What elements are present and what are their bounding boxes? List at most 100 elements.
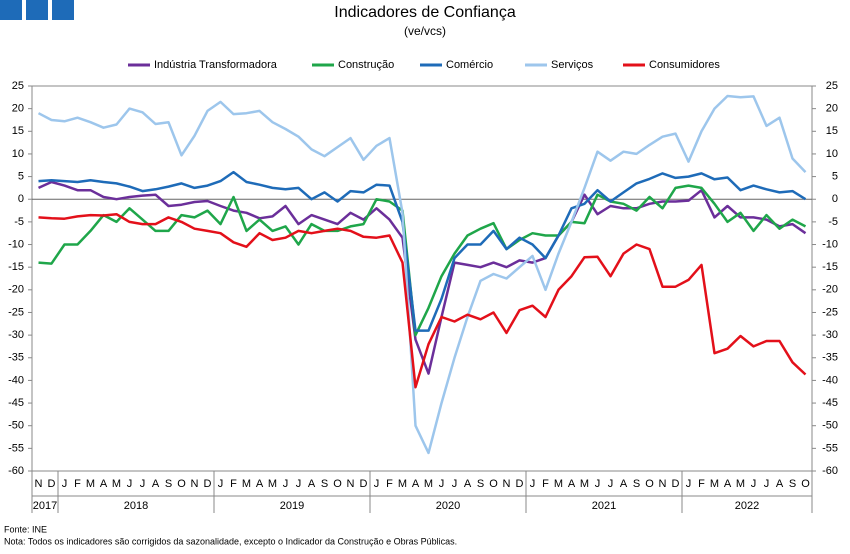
- y2-tick-label: -50: [822, 420, 838, 432]
- source: Fonte: INE: [4, 524, 47, 534]
- y2-tick-label: -45: [822, 397, 838, 409]
- plot-frame: [31, 85, 813, 472]
- legend-label: Comércio: [446, 59, 493, 71]
- logo-square: [0, 0, 22, 20]
- y-tick-label: 25: [12, 80, 24, 92]
- y2-tick-label: -55: [822, 442, 838, 454]
- x-tick-label: J: [686, 478, 692, 490]
- y-tick-label: -45: [8, 397, 24, 409]
- x-tick-label: J: [452, 478, 458, 490]
- y-tick-label: -25: [8, 306, 24, 318]
- y2-tick-label: 20: [826, 103, 838, 115]
- year-label: 2020: [436, 500, 460, 512]
- legend-label: Construção: [338, 59, 394, 71]
- x-tick-label: M: [554, 478, 563, 490]
- y2-tick-label: 0: [832, 193, 838, 205]
- logo-square: [26, 0, 48, 20]
- x-tick-label: F: [386, 478, 393, 490]
- x-tick-label: S: [165, 478, 172, 490]
- year-label: 2017: [33, 500, 57, 512]
- x-tick-label: M: [242, 478, 251, 490]
- x-tick-label: F: [542, 478, 549, 490]
- y-tick-label: -50: [8, 420, 24, 432]
- x-tick-label: N: [659, 478, 667, 490]
- x-tick-label: J: [140, 478, 146, 490]
- x-tick-label: J: [296, 478, 302, 490]
- y2-tick-label: 15: [826, 125, 838, 137]
- x-tick-label: F: [698, 478, 705, 490]
- x-tick-label: S: [633, 478, 640, 490]
- x-tick-label: M: [424, 478, 433, 490]
- x-tick-label: J: [608, 478, 614, 490]
- x-tick-label: O: [177, 478, 186, 490]
- x-tick-label: A: [776, 478, 784, 490]
- y2-tick-label: -60: [822, 465, 838, 477]
- y-tick-label: -55: [8, 442, 24, 454]
- series-line: [38, 184, 807, 337]
- x-tick-label: O: [645, 478, 654, 490]
- year-label: 2019: [280, 500, 304, 512]
- x-tick-label: S: [789, 478, 796, 490]
- year-label: 2018: [124, 500, 148, 512]
- x-tick-label: M: [736, 478, 745, 490]
- x-tick-label: D: [48, 478, 56, 490]
- logo-square: [52, 0, 74, 20]
- x-tick-label: O: [801, 478, 810, 490]
- y-tick-label: -60: [8, 465, 24, 477]
- y2-tick-label: -15: [822, 261, 838, 273]
- legend-label: Consumidores: [649, 59, 720, 71]
- x-tick-label: A: [620, 478, 628, 490]
- x-tick-label: D: [360, 478, 368, 490]
- chart-subtitle: (ve/vcs): [404, 24, 446, 38]
- y2-tick-label: 10: [826, 148, 838, 160]
- y2-tick-label: 25: [826, 80, 838, 92]
- y-tick-label: -30: [8, 329, 24, 341]
- y-tick-label: 20: [12, 103, 24, 115]
- x-tick-label: J: [595, 478, 601, 490]
- x-tick-label: A: [100, 478, 108, 490]
- x-tick-label: J: [127, 478, 133, 490]
- year-label: 2021: [592, 500, 616, 512]
- x-tick-label: M: [268, 478, 277, 490]
- y-tick-label: 10: [12, 148, 24, 160]
- x-tick-label: J: [751, 478, 757, 490]
- x-tick-label: D: [204, 478, 212, 490]
- y2-tick-label: -40: [822, 374, 838, 386]
- x-tick-label: M: [86, 478, 95, 490]
- x-tick-label: N: [35, 478, 43, 490]
- x-tick-label: A: [464, 478, 472, 490]
- y-tick-label: -5: [14, 216, 24, 228]
- series-line: [37, 180, 807, 375]
- x-tick-label: J: [764, 478, 770, 490]
- x-tick-label: O: [489, 478, 498, 490]
- y2-tick-label: -30: [822, 329, 838, 341]
- x-tick-label: N: [191, 478, 199, 490]
- x-tick-label: A: [256, 478, 264, 490]
- x-tick-label: F: [74, 478, 81, 490]
- x-tick-label: M: [398, 478, 407, 490]
- note: Nota: Todos os indicadores são corrigido…: [4, 536, 457, 546]
- x-tick-label: S: [477, 478, 484, 490]
- y2-tick-label: -10: [822, 238, 838, 250]
- x-tick-label: A: [308, 478, 316, 490]
- y-tick-label: 5: [18, 170, 24, 182]
- y-tick-label: -35: [8, 352, 24, 364]
- x-tick-label: M: [710, 478, 719, 490]
- y2-tick-label: 5: [832, 170, 838, 182]
- y2-tick-label: -35: [822, 352, 838, 364]
- x-tick-label: D: [672, 478, 680, 490]
- x-tick-label: J: [530, 478, 536, 490]
- x-tick-label: M: [112, 478, 121, 490]
- y2-tick-label: -5: [828, 216, 838, 228]
- y-tick-label: -15: [8, 261, 24, 273]
- x-tick-label: A: [152, 478, 160, 490]
- x-tick-label: S: [321, 478, 328, 490]
- x-tick-label: J: [62, 478, 68, 490]
- y-tick-label: 0: [18, 193, 24, 205]
- legend-label: Indústria Transformadora: [154, 59, 278, 71]
- y-tick-label: -40: [8, 374, 24, 386]
- y-tick-label: -10: [8, 238, 24, 250]
- x-tick-label: J: [218, 478, 224, 490]
- x-tick-label: A: [724, 478, 732, 490]
